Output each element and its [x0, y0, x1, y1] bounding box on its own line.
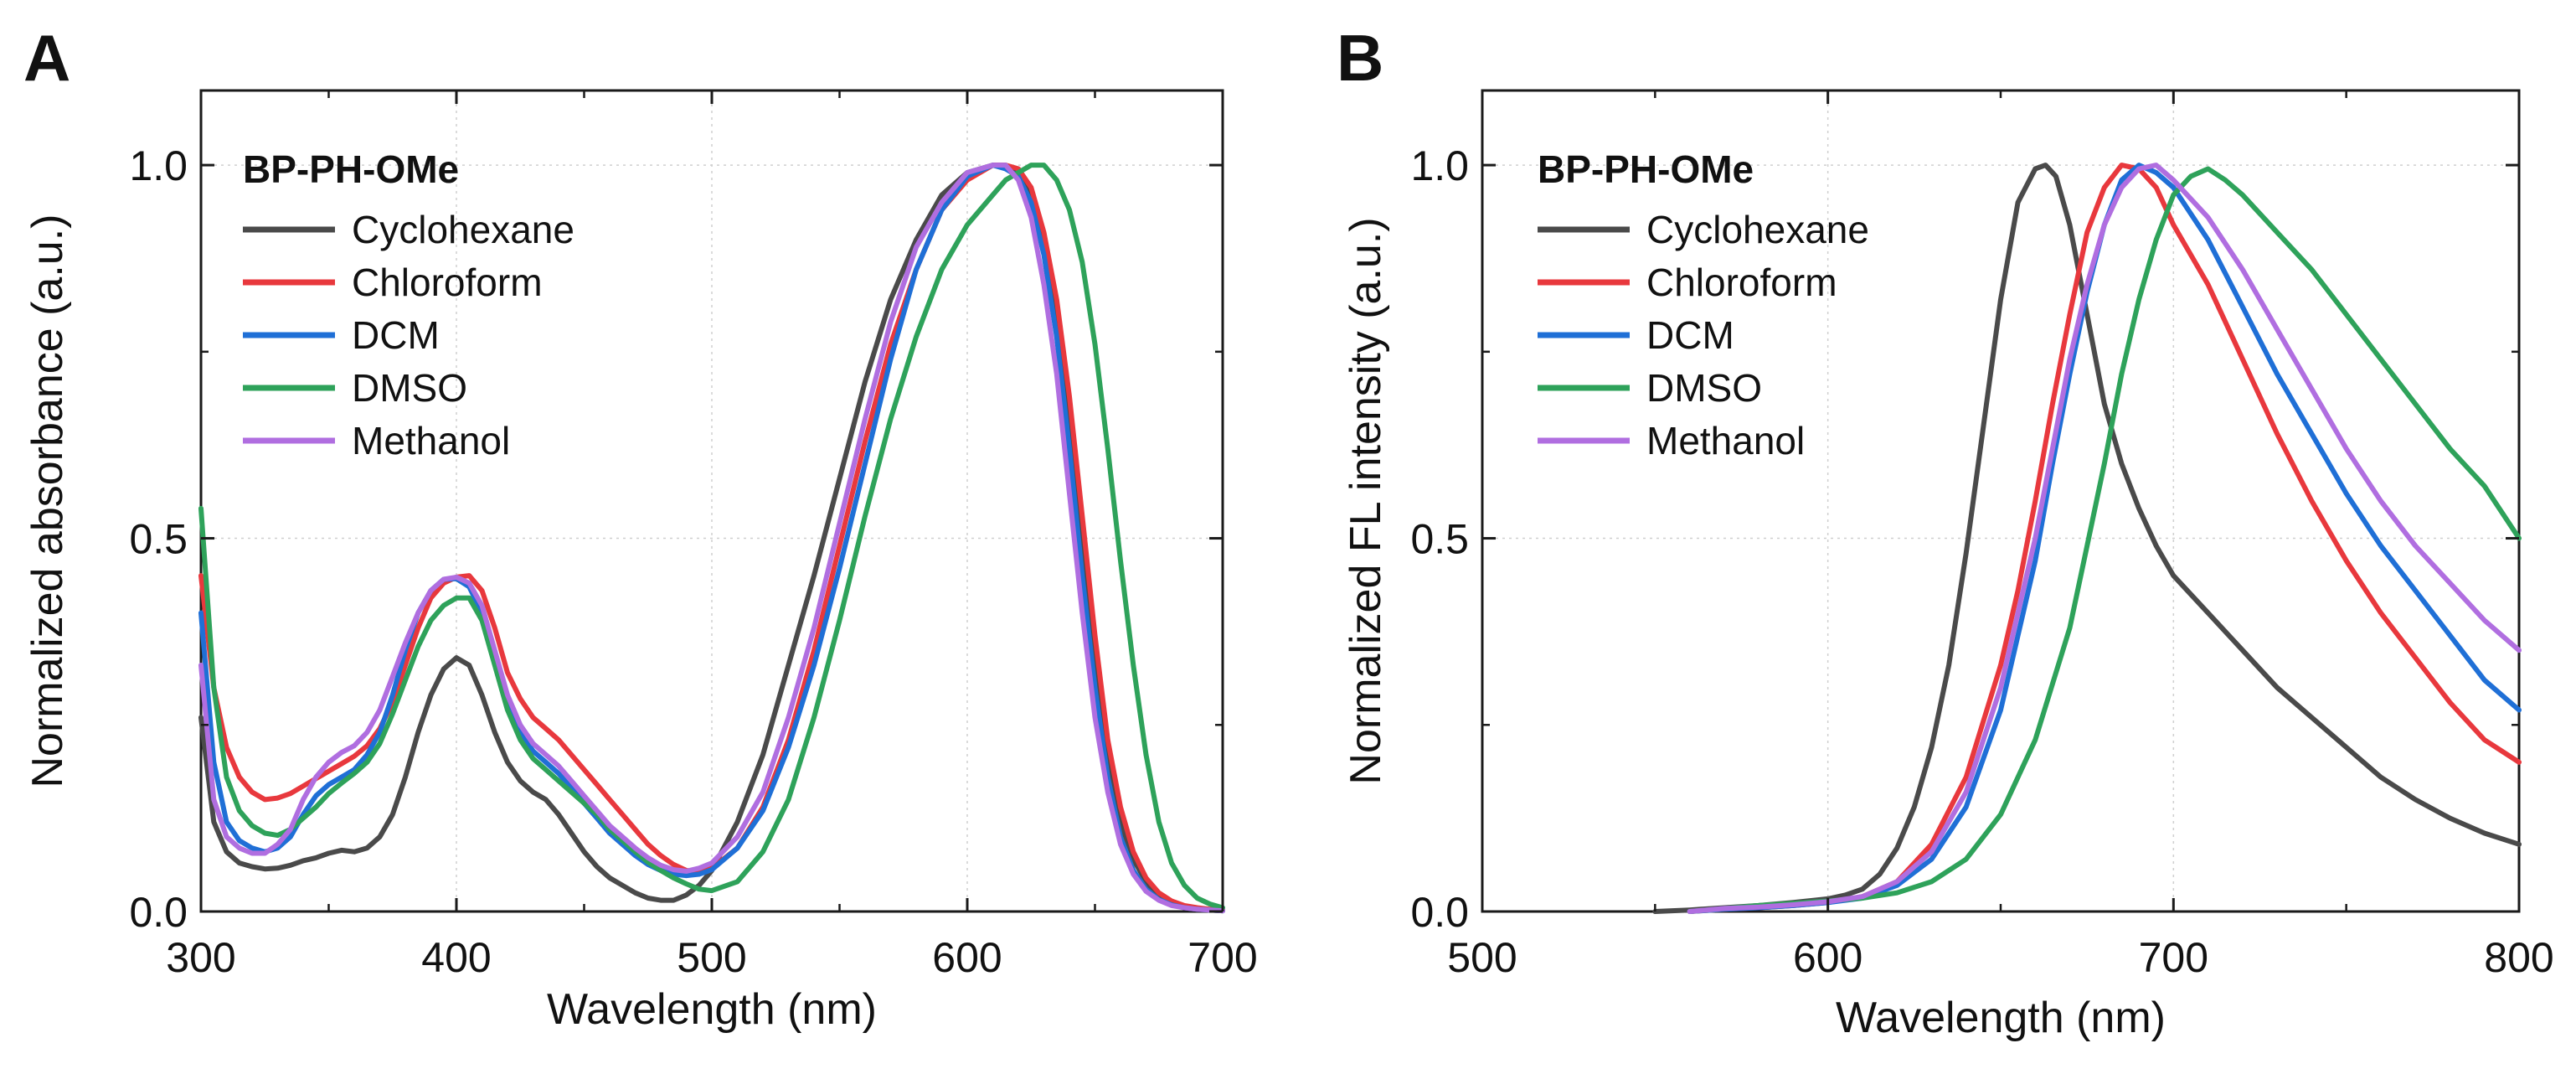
- grid: [1482, 90, 2519, 911]
- legend-label-chloroform: Chloroform: [352, 261, 543, 304]
- y-tick-label: 1.0: [1410, 142, 1469, 189]
- ticks: 500 600 700 800 0.0 0.5 1.0: [1410, 90, 2554, 981]
- x-tick-label: 400: [421, 934, 491, 981]
- legend-label-chloroform: Chloroform: [1646, 261, 1837, 304]
- panel-a-letter: A: [23, 21, 70, 95]
- legend: BP-PH-OMe Cyclohexane Chloroform DCM DMS…: [1538, 147, 1869, 462]
- series-line-chloroform: [198, 163, 1225, 913]
- fluorescence-panel: B 500 600 700 800 0.0 0.5 1.0 BP-PH-OMe Cycloh…: [1337, 21, 2554, 1042]
- x-axis-title: Wavelength (nm): [1836, 994, 2166, 1042]
- x-axis-title: Wavelength (nm): [547, 985, 877, 1034]
- x-tick-label: 300: [166, 934, 235, 981]
- y-tick-label: 1.0: [129, 142, 188, 189]
- legend-label-methanol: Methanol: [1646, 419, 1805, 462]
- series-line-dmso: [198, 163, 1225, 911]
- legend-title: BP-PH-OMe: [243, 147, 459, 191]
- x-tick-label: 500: [677, 934, 746, 981]
- curves: [198, 163, 1225, 914]
- legend-title: BP-PH-OMe: [1538, 147, 1754, 191]
- x-tick-label: 500: [1447, 934, 1517, 981]
- x-tick-label: 700: [1188, 934, 1257, 981]
- plot-frame: [1481, 89, 2521, 913]
- legend-label-dcm: DCM: [1646, 313, 1734, 357]
- legend: BP-PH-OMe Cyclohexane Chloroform DCM DMS…: [243, 147, 574, 462]
- y-tick-label: 0.0: [1410, 889, 1469, 936]
- x-tick-label: 800: [2484, 934, 2553, 981]
- absorbance-panel: A 300 400 500 600 700 0.0 0.5 1.0 BP-PH-OMe Cyc…: [23, 21, 1258, 1034]
- legend-label-cyclohexane: Cyclohexane: [1646, 208, 1869, 251]
- legend-label-methanol: Methanol: [352, 419, 510, 462]
- series-line-cyclohexane: [1652, 163, 2522, 914]
- y-tick-label: 0.5: [129, 516, 188, 563]
- x-tick-label: 600: [1793, 934, 1862, 981]
- y-axis-title: Normalized FL intensity (a.u.): [1342, 217, 1390, 784]
- y-tick-label: 0.0: [129, 889, 188, 936]
- grid: [201, 90, 1223, 911]
- legend-label-cyclohexane: Cyclohexane: [352, 208, 574, 251]
- panel-b-letter: B: [1337, 21, 1383, 95]
- legend-label-dmso: DMSO: [1646, 366, 1762, 410]
- legend-label-dcm: DCM: [352, 313, 440, 357]
- series-line-methanol: [1687, 163, 2522, 914]
- y-tick-label: 0.5: [1410, 516, 1469, 563]
- y-axis-title: Normalized absorbance (a.u.): [23, 214, 72, 788]
- ticks: 300 400 500 600 700 0.0 0.5 1.0: [129, 90, 1258, 981]
- x-tick-label: 700: [2139, 934, 2208, 981]
- x-tick-label: 600: [932, 934, 1002, 981]
- series-line-methanol: [198, 163, 1225, 914]
- legend-label-dmso: DMSO: [352, 366, 467, 410]
- curves: [1652, 163, 2522, 914]
